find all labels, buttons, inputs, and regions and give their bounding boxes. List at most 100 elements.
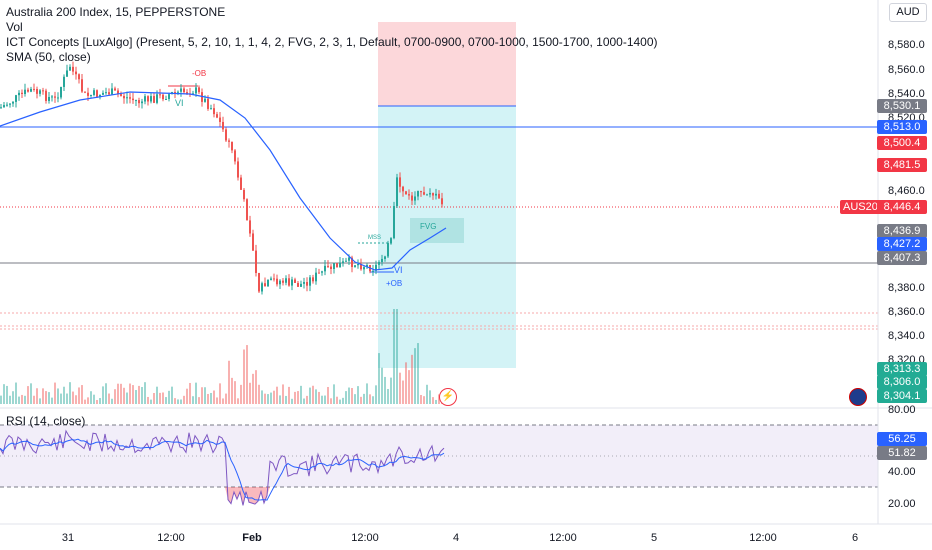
volume-bar [72,391,74,404]
rsi-label-box: 56.25 [877,432,927,446]
volume-bar [237,398,239,404]
price-tick: 8,580.0 [888,39,925,51]
price-label-box: 8,500.4 [877,136,927,150]
candle-body [249,220,251,234]
rsi-axis[interactable]: 80.00 40.00 20.00 [888,404,916,510]
candle-body [276,278,278,285]
volume-bar [90,391,92,404]
volume-bar [429,390,431,404]
volume-bar [159,392,161,404]
volume-bar [414,348,416,404]
volume-bar [387,388,389,404]
volume-bar [249,382,251,404]
currency-button[interactable]: AUD [889,3,927,22]
candle-body [261,283,263,292]
sma-legend[interactable]: SMA (50, close) [6,50,91,64]
price-label-box: 8,306.0 [877,375,927,389]
volume-bar [357,386,359,404]
candle-body [93,90,95,95]
fvg-box [410,218,464,243]
volume-bar [246,345,248,404]
volume-bar [222,398,224,404]
candle-body [240,177,242,190]
rsi-tick: 20.00 [888,498,916,510]
lightning-icon[interactable]: ⚡ [439,388,457,406]
candle-body [198,87,200,93]
candlestick-series [0,61,443,295]
candle-body [303,282,305,284]
price-label-box: 8,407.3 [877,251,927,265]
sma-line [0,91,447,271]
rsi-legend[interactable]: RSI (14, close) [6,414,86,428]
candle-body [12,101,14,104]
candle-body [150,96,152,102]
volume-bar [120,383,122,404]
volume-bar [156,386,158,404]
volume-bar [93,394,95,404]
volume-bar [321,395,323,404]
volume-bar [423,396,425,404]
candle-body [414,196,416,201]
candle-body [366,264,368,268]
volume-bar [36,388,38,404]
volume-legend[interactable]: Vol [6,20,23,34]
volume-bar [324,395,326,404]
candle-body [429,193,431,195]
volume-bar [126,392,128,404]
candle-body [138,100,140,104]
candle-body [432,193,434,196]
volume-bar [57,388,59,404]
candle-body [9,103,11,105]
symbol-title[interactable]: Australia 200 Index, 15, PEPPERSTONE [6,5,226,19]
volume-bar [39,398,41,404]
candle-body [177,91,179,93]
volume-bar [279,395,281,404]
time-axis[interactable]: 31 12:00 Feb 12:00 4 12:00 5 12:00 6 [62,532,858,544]
volume-bar [354,394,356,404]
time-tick: 12:00 [351,532,379,544]
rsi-tick: 40.00 [888,466,916,478]
volume-bar [204,387,206,404]
take-profit-zone[interactable] [378,106,516,368]
rsi-tick: 80.00 [888,404,916,416]
candle-body [435,193,437,196]
candle-body [324,265,326,272]
candle-body [135,100,137,102]
volume-bar [123,387,125,404]
candle-body [129,97,131,99]
stop-loss-zone[interactable] [378,22,516,106]
candle-body [108,92,110,95]
candle-body [162,94,164,100]
volume-bar [75,395,77,404]
rsi-band [0,425,878,487]
volume-bar [348,387,350,404]
volume-bar [243,349,245,404]
ict-legend[interactable]: ICT Concepts [LuxAlgo] (Present, 5, 2, 1… [6,35,658,49]
candle-body [228,140,230,142]
candle-body [258,272,260,292]
candle-body [159,94,161,96]
volume-bar [207,393,209,404]
candle-body [45,90,47,101]
volume-bar [381,367,383,404]
volume-bar [390,377,392,404]
volume-bar [171,386,173,404]
volume-bar [54,382,56,404]
volume-bar [291,398,293,404]
volume-bar [363,393,365,404]
volume-bar [228,360,230,404]
volume-bar [258,384,260,404]
time-tick: 31 [62,532,74,544]
australia-flag-icon[interactable] [849,388,867,406]
volume-bar [315,389,317,404]
candle-body [165,99,167,101]
candle-body [27,89,29,92]
candle-body [351,257,353,267]
volume-bar [234,381,236,404]
candle-body [396,177,398,207]
candle-body [327,265,329,267]
candle-body [90,94,92,96]
candle-body [144,96,146,102]
volume-bar [135,390,137,404]
